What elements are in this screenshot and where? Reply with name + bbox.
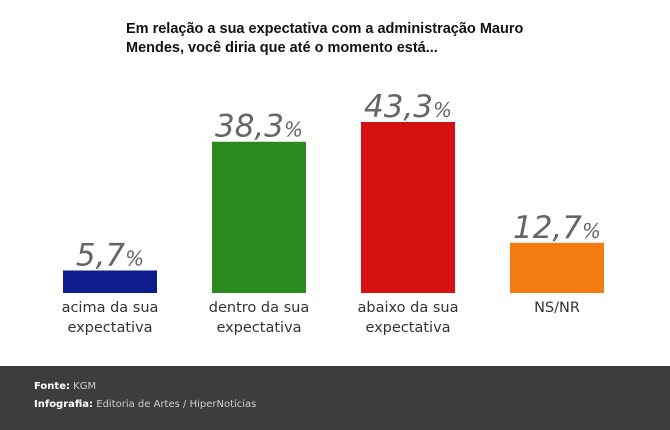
- footer-infographic: Infografia: Editoria de Artes / HiperNot…: [34, 399, 256, 410]
- footer-infographic-value: Editoria de Artes / HiperNotícias: [96, 399, 257, 410]
- footer-source-label: Fonte:: [34, 381, 70, 392]
- bar-acima-da-sua-expectativa: [63, 270, 157, 293]
- bar-ns-nr: [510, 242, 604, 293]
- bar-value-label-dentro-da-sua-expectativa: 38,3%: [215, 109, 303, 145]
- chart-title: Em relação a sua expectativa com a admin…: [126, 21, 524, 56]
- footer: Fonte: KGM Infografia: Editoria de Artes…: [0, 366, 670, 430]
- bar-value-label-acima-da-sua-expectativa: 5,7%: [76, 237, 144, 273]
- bar-abaixo-da-sua-expectativa: [361, 122, 455, 293]
- footer-source-value: KGM: [73, 381, 97, 392]
- bar-chart: 5,7% acima da sua expectativa 38,3% dentro d…: [62, 89, 604, 336]
- category-label-acima-da-sua-expectativa: acima da sua expectativa: [62, 300, 159, 336]
- category-label-dentro-da-sua-expectativa: dentro da sua expectativa: [209, 300, 309, 336]
- footer-infographic-label: Infografia:: [34, 399, 94, 410]
- category-label-abaixo-da-sua-expectativa: abaixo da sua expectativa: [358, 300, 459, 336]
- category-label-ns-nr: NS/NR: [534, 300, 580, 316]
- bar-value-label-ns-nr: 12,7%: [513, 210, 601, 246]
- footer-source: Fonte: KGM: [34, 381, 96, 392]
- bar-dentro-da-sua-expectativa: [212, 141, 306, 293]
- bar-value-label-abaixo-da-sua-expectativa: 43,3%: [364, 89, 452, 125]
